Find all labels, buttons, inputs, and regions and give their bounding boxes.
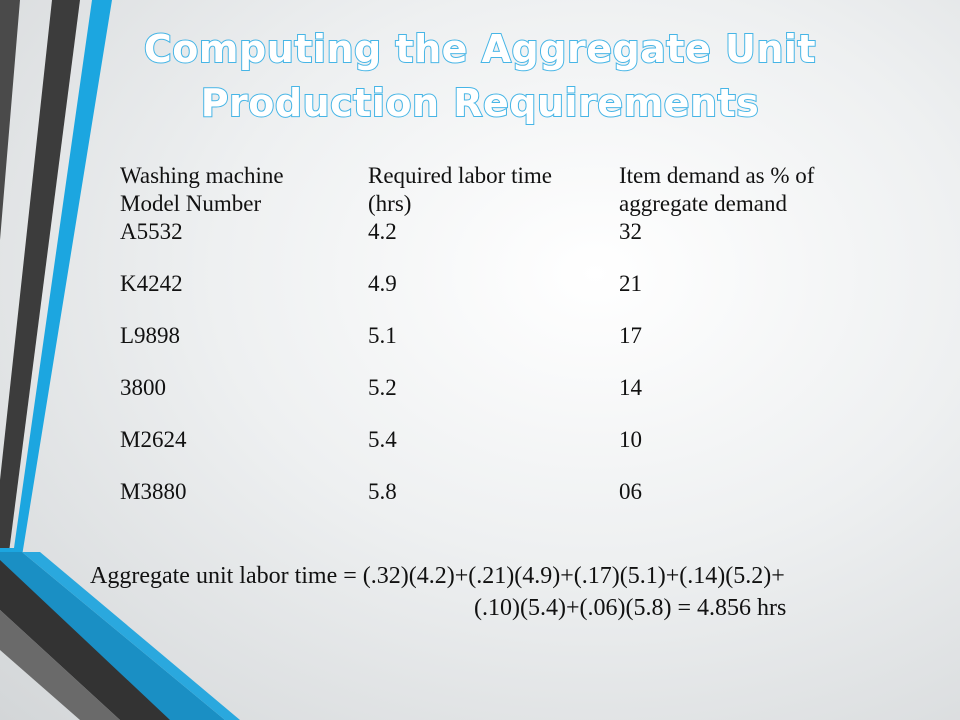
header-labor-line1: Required labor time [368,163,552,188]
left-blue-stripe [0,0,112,556]
cell-demand: 10 [619,427,642,452]
cell-labor: 5.4 [368,427,397,452]
cell-model: K4242 [120,271,183,296]
table-row: M2624 [120,426,186,454]
cell-demand: 32 [619,219,642,244]
table-row: 3800 [120,374,166,402]
slide-title-line2: Production Requirements [200,80,760,126]
header-demand-line1: Item demand as % of [619,163,815,188]
cell-labor: 5.1 [368,323,397,348]
cell-model: M2624 [120,427,187,452]
header-demand-line2: aggregate demand [619,191,787,216]
header-labor-line2: (hrs) [368,191,412,216]
table-row: A5532 [120,218,183,246]
cell-labor: 5.2 [368,375,397,400]
bottom-dark-stripe [0,560,170,720]
cell-demand: 21 [619,271,642,296]
table-row: L9898 [120,322,180,350]
table-row: K4242 [120,270,183,298]
header-model-line2: Model Number [120,191,262,216]
header-labor-time: Required labor time (hrs) [368,162,552,218]
header-model: Washing machine Model Number [120,162,284,218]
bottom-blue-stripe [0,552,225,720]
slide-title-line1: Computing the Aggregate Unit [143,26,817,72]
cell-labor: 5.8 [368,479,397,504]
header-model-line1: Washing machine [120,163,284,188]
bottom-blue-light [22,552,240,720]
cell-demand: 17 [619,323,642,348]
cell-model: 3800 [120,375,166,400]
formula-line2: (.10)(5.4)+(.06)(5.8) = 4.856 hrs [474,595,787,621]
slide-title: Computing the Aggregate Unit Production … [0,22,960,130]
cell-model: A5532 [120,219,183,244]
cell-labor: 4.2 [368,219,397,244]
cell-demand: 06 [619,479,642,504]
bottom-gray-stripe [0,610,120,720]
left-dark-stripe-2 [0,0,80,560]
formula-line1: Aggregate unit labor time = (.32)(4.2)+(… [90,563,785,589]
table-row: M3880 [120,478,186,506]
cell-demand: 14 [619,375,642,400]
header-demand: Item demand as % of aggregate demand [619,162,814,218]
cell-model: L9898 [120,323,181,348]
cell-model: M3880 [120,479,187,504]
left-dark-stripe [0,0,20,240]
cell-labor: 4.9 [368,271,397,296]
